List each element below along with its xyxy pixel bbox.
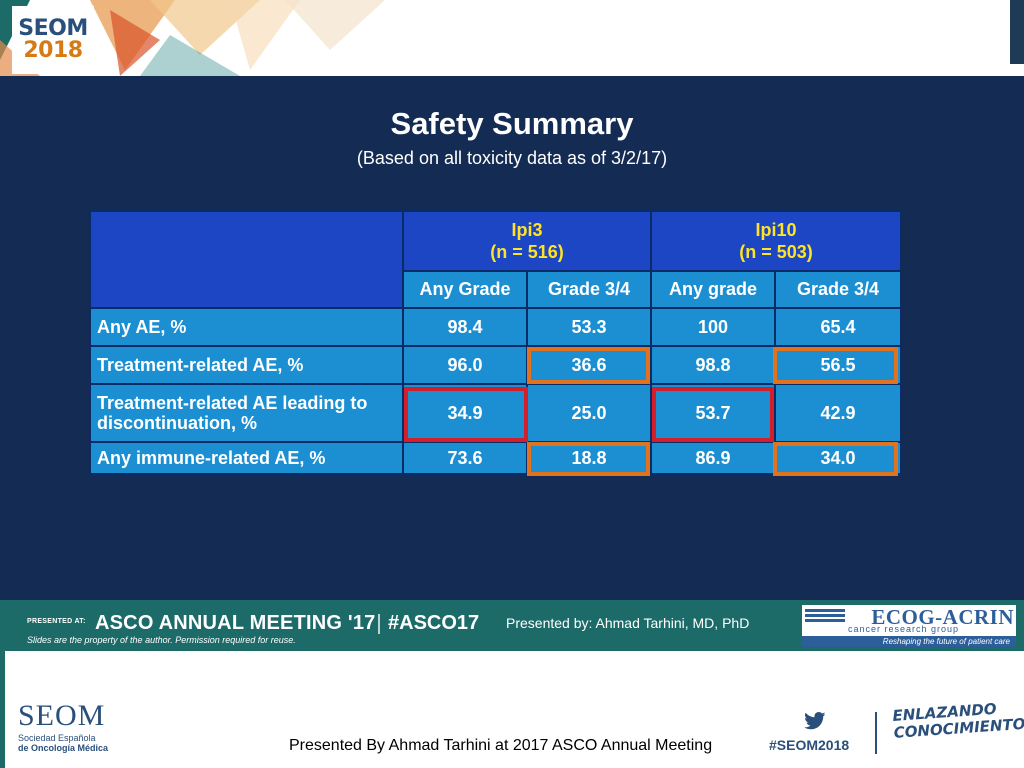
row-label: Any immune-related AE, % (89, 441, 404, 475)
column-header: Grade 3/4 (774, 270, 902, 309)
seom-logo-line2: de Oncología Médica (18, 743, 109, 753)
table-cell: 96.0 (402, 345, 528, 385)
badge-line-1: SEOM (18, 16, 88, 41)
presented-at-label: PRESENTED AT: (27, 618, 86, 625)
table-cell: 86.9 (650, 441, 776, 475)
column-header: Grade 3/4 (526, 270, 652, 309)
table-cell: 42.9 (774, 383, 902, 443)
table-cell: 65.4 (774, 307, 902, 347)
group-header-ipi3: Ipi3 (n = 516) (402, 210, 652, 272)
slide-content: Safety Summary (Based on all toxicity da… (0, 76, 1024, 651)
column-header: Any grade (650, 270, 776, 309)
asco-hashtag: #ASCO17 (388, 612, 480, 634)
table-cell: 53.3 (526, 307, 652, 347)
seom-logo-line1: Sociedad Española (18, 733, 96, 743)
top-header-band: SEOM 2018 (0, 0, 1024, 76)
table-row: Treatment-related AE leading to disconti… (89, 383, 902, 443)
ecog-slogan: Reshaping the future of patient care (802, 636, 1016, 647)
table-row: Any AE, % 98.4 53.3 100 65.4 (89, 307, 902, 347)
seom-hashtag: #SEOM2018 (769, 737, 850, 753)
header-edge-bar (1010, 0, 1024, 64)
slide-title: Safety Summary (390, 106, 634, 141)
row-label: Any AE, % (89, 307, 404, 347)
seom-logo-name: SEOM (18, 699, 106, 732)
group-header-ipi10: Ipi10 (n = 503) (650, 210, 902, 272)
table-cell: 98.8 (650, 345, 776, 385)
enlazando-slogan: ENLAZANDO CONOCIMIENTO (892, 699, 1024, 742)
table-cell: 34.9 (402, 383, 528, 443)
highlight-orange-box (773, 442, 898, 476)
group-name: Ipi3 (511, 220, 543, 240)
meeting-name: ASCO ANNUAL MEETING '17 (95, 612, 376, 634)
ecog-tagline: cancer research group (848, 624, 960, 634)
table-cell: 25.0 (526, 383, 652, 443)
highlight-orange-box (527, 347, 650, 384)
copyright-disclaimer: Slides are the property of the author. P… (27, 635, 296, 645)
group-n: (n = 503) (739, 242, 813, 262)
ecog-acrin-logo: ECOG-ACRIN cancer research group Reshapi… (802, 605, 1016, 647)
footer-accent-bar (0, 651, 5, 768)
group-name: Ipi10 (755, 220, 797, 240)
row-label: Treatment-related AE leading to disconti… (89, 383, 404, 443)
safety-summary-table: Ipi3 (n = 516) Ipi10 (n = 503) Any Grade… (89, 210, 902, 475)
highlight-orange-box (773, 347, 898, 384)
group-n: (n = 516) (490, 242, 564, 262)
ecog-bars-icon (805, 609, 845, 624)
decorative-triangles (0, 0, 385, 76)
table-cell: 100 (650, 307, 776, 347)
ecog-name: ECOG-ACRIN (871, 605, 1014, 629)
highlight-red-box (652, 387, 774, 442)
table-cell: 98.4 (402, 307, 528, 347)
highlight-orange-box (527, 442, 650, 476)
table-cell: 73.6 (402, 441, 528, 475)
table-cell: 53.7 (650, 383, 776, 443)
seom-logo: SEOM Sociedad Española de Oncología Médi… (18, 699, 109, 754)
table-corner-cell (89, 210, 404, 309)
table-row: Treatment-related AE, % 96.0 36.6 98.8 5… (89, 345, 902, 385)
badge-line-2: 2018 (23, 38, 83, 63)
column-header: Any Grade (402, 270, 528, 309)
highlight-red-box (404, 387, 528, 442)
twitter-bird-icon (804, 712, 826, 735)
presenter-credit: Presented by: Ahmad Tarhini, MD, PhD (506, 615, 750, 631)
table-row: Any immune-related AE, % 73.6 18.8 86.9 … (89, 441, 902, 475)
seom-2018-badge: SEOM 2018 (12, 6, 94, 74)
presented-by-caption: Presented By Ahmad Tarhini at 2017 ASCO … (289, 737, 713, 754)
slide-subtitle: (Based on all toxicity data as of 3/2/17… (356, 148, 668, 168)
banner-divider (378, 614, 380, 634)
footer-divider (875, 712, 877, 754)
row-label: Treatment-related AE, % (89, 345, 404, 385)
